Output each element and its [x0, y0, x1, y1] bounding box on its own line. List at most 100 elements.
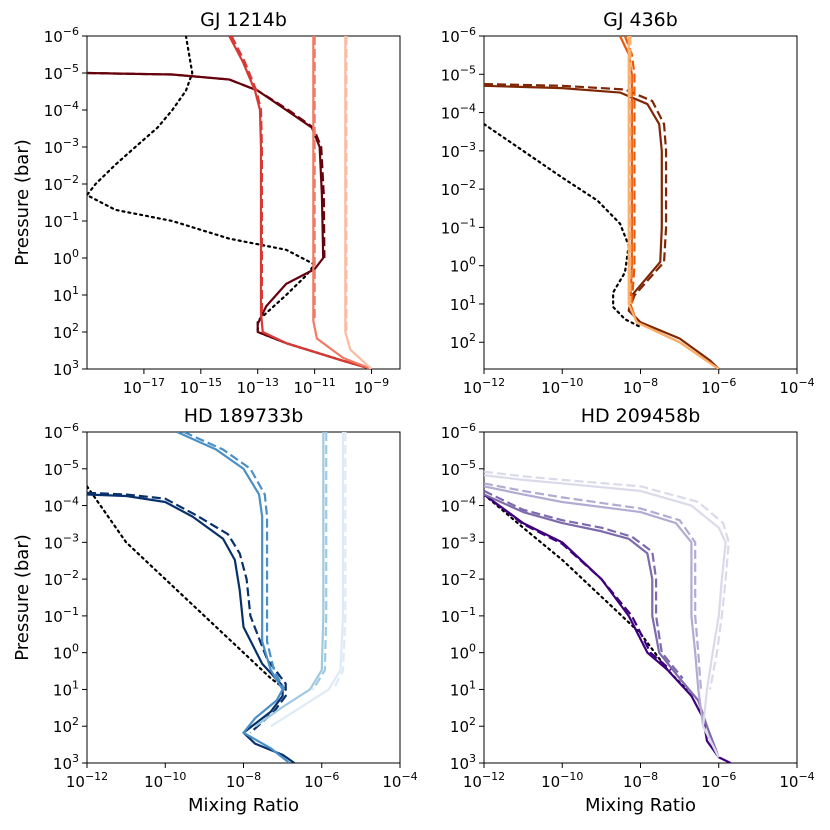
- x-tick-label: 10−8: [623, 376, 658, 397]
- series-line-5: [254, 432, 325, 728]
- series-line-2: [87, 491, 287, 734]
- x-tick-label: 10−6: [701, 770, 736, 791]
- series-line-7: [484, 474, 727, 758]
- y-tick-label: 10−3: [44, 531, 79, 552]
- x-tick-label: 10−4: [779, 770, 814, 791]
- x-tick-label: 10−8: [226, 770, 261, 791]
- series-line-7: [344, 36, 373, 369]
- series-line-0: [87, 36, 373, 369]
- y-tick-label: 10−4: [441, 495, 476, 516]
- y-tick-label: 10−6: [441, 421, 476, 442]
- y-tick-label: 100: [450, 255, 476, 276]
- y-tick-label: 10−2: [441, 178, 476, 199]
- x-tick-label: 10−17: [123, 376, 165, 397]
- series-layer: [87, 432, 347, 763]
- series-line-3: [176, 432, 291, 763]
- panel-title: HD 189733b: [184, 405, 304, 427]
- y-tick-label: 100: [450, 642, 476, 663]
- x-tick-label: 10−4: [382, 770, 417, 791]
- y-tick-label: 101: [53, 284, 79, 305]
- series-line-2: [484, 82, 668, 312]
- y-tick-label: 10−3: [44, 136, 79, 157]
- x-tick-label: 10−10: [541, 376, 583, 397]
- series-line-3: [228, 36, 372, 369]
- series-line-5: [627, 36, 720, 369]
- panel-title: GJ 1214b: [200, 9, 287, 31]
- x-tick-label: 10−8: [623, 770, 658, 791]
- series-line-1: [87, 71, 372, 369]
- y-tick-label: 10−1: [44, 605, 79, 626]
- panel-gj436b: 10−12 10−10 10−8 10−6 10−4 10−6 10−5 10−4 10−3 10…: [441, 9, 815, 397]
- y-tick-label: 10−5: [44, 458, 79, 479]
- series-line-1: [87, 493, 296, 763]
- series-line-4: [230, 36, 263, 313]
- y-tick-label: 10−5: [441, 458, 476, 479]
- x-axis-label: Mixing Ratio: [188, 795, 299, 816]
- series-line-0: [484, 493, 688, 691]
- series-line-1: [484, 493, 732, 763]
- y-tick-label: 102: [450, 715, 476, 736]
- y-axis-label: Pressure (bar): [12, 139, 33, 265]
- y-axis-label: Pressure (bar): [12, 534, 33, 660]
- y-tick-label: 10−2: [44, 173, 79, 194]
- y-tick-label: 103: [53, 752, 79, 773]
- panel-gj1214b: 10−17 10−15 10−13 10−11 10−9 10−6 10−5 10−4 10−3…: [12, 9, 401, 397]
- y-tick-label: 10−4: [441, 102, 476, 123]
- plot-frame: [86, 431, 401, 764]
- panel-title: HD 209458b: [581, 405, 701, 427]
- y-tick-label: 10−5: [441, 63, 476, 84]
- series-line-1: [484, 84, 720, 369]
- y-tick-label: 10−6: [441, 25, 476, 46]
- series-line-6: [312, 432, 328, 691]
- x-tick-label: 10−6: [304, 770, 339, 791]
- x-tick-label: 10−12: [463, 770, 505, 791]
- x-tick-label: 10−4: [779, 376, 814, 397]
- x-tick-label: 10−12: [463, 376, 505, 397]
- x-tick-label: 10−12: [66, 770, 108, 791]
- series-line-6: [484, 482, 703, 690]
- series-layer: [87, 36, 373, 369]
- y-tick-label: 101: [53, 678, 79, 699]
- series-line-0: [87, 485, 287, 691]
- y-tick-label: 100: [53, 247, 79, 268]
- series-line-2: [484, 493, 672, 672]
- y-tick-label: 10−6: [44, 25, 79, 46]
- y-tick-label: 10−4: [44, 495, 79, 516]
- series-layer: [484, 470, 732, 763]
- series-line-2: [87, 71, 326, 259]
- series-layer: [484, 36, 720, 369]
- y-tick-label: 10−2: [441, 568, 476, 589]
- x-tick-label: 10−10: [541, 770, 583, 791]
- y-tick-label: 10−1: [441, 605, 476, 626]
- tick-layer: 10−12 10−10 10−8 10−6 10−4 10−6 10−5 10−4 10−3 10…: [44, 421, 418, 791]
- series-line-5: [484, 485, 720, 758]
- tick-layer: 10−12 10−10 10−8 10−6 10−4 10−6 10−5 10−4 10−3 10…: [441, 25, 815, 397]
- series-line-8: [484, 470, 730, 690]
- y-tick-label: 100: [53, 642, 79, 663]
- y-tick-label: 102: [53, 715, 79, 736]
- x-tick-label: 10−15: [180, 376, 222, 397]
- panel-title: GJ 436b: [603, 9, 678, 31]
- x-tick-label: 10−10: [144, 770, 186, 791]
- y-tick-label: 102: [450, 331, 476, 352]
- y-tick-label: 10−1: [44, 210, 79, 231]
- x-tick-label: 10−6: [701, 376, 736, 397]
- x-tick-label: 10−11: [293, 376, 335, 397]
- panel-hd189733b: 10−12 10−10 10−8 10−6 10−4 10−6 10−5 10−4 10−3 10…: [12, 405, 418, 816]
- series-line-8: [332, 432, 347, 690]
- y-tick-label: 10−3: [441, 140, 476, 161]
- tick-layer: 10−17 10−15 10−13 10−11 10−9 10−6 10−5 10−4 10−3…: [44, 25, 390, 397]
- y-tick-label: 102: [53, 321, 79, 342]
- y-tick-label: 101: [450, 678, 476, 699]
- tick-layer: 10−12 10−10 10−8 10−6 10−4 10−6 10−5 10−4 10−3 10…: [441, 421, 815, 791]
- plot-frame: [86, 35, 401, 370]
- x-axis-label: Mixing Ratio: [585, 795, 696, 816]
- x-tick-label: 10−9: [354, 376, 389, 397]
- series-line-0: [484, 122, 642, 329]
- series-line-7: [270, 432, 345, 728]
- y-tick-label: 10−4: [44, 99, 79, 120]
- y-tick-label: 103: [450, 752, 476, 773]
- y-tick-label: 10−6: [44, 421, 79, 442]
- panel-hd209458b: 10−12 10−10 10−8 10−6 10−4 10−6 10−5 10−4 10−3 10…: [441, 405, 815, 816]
